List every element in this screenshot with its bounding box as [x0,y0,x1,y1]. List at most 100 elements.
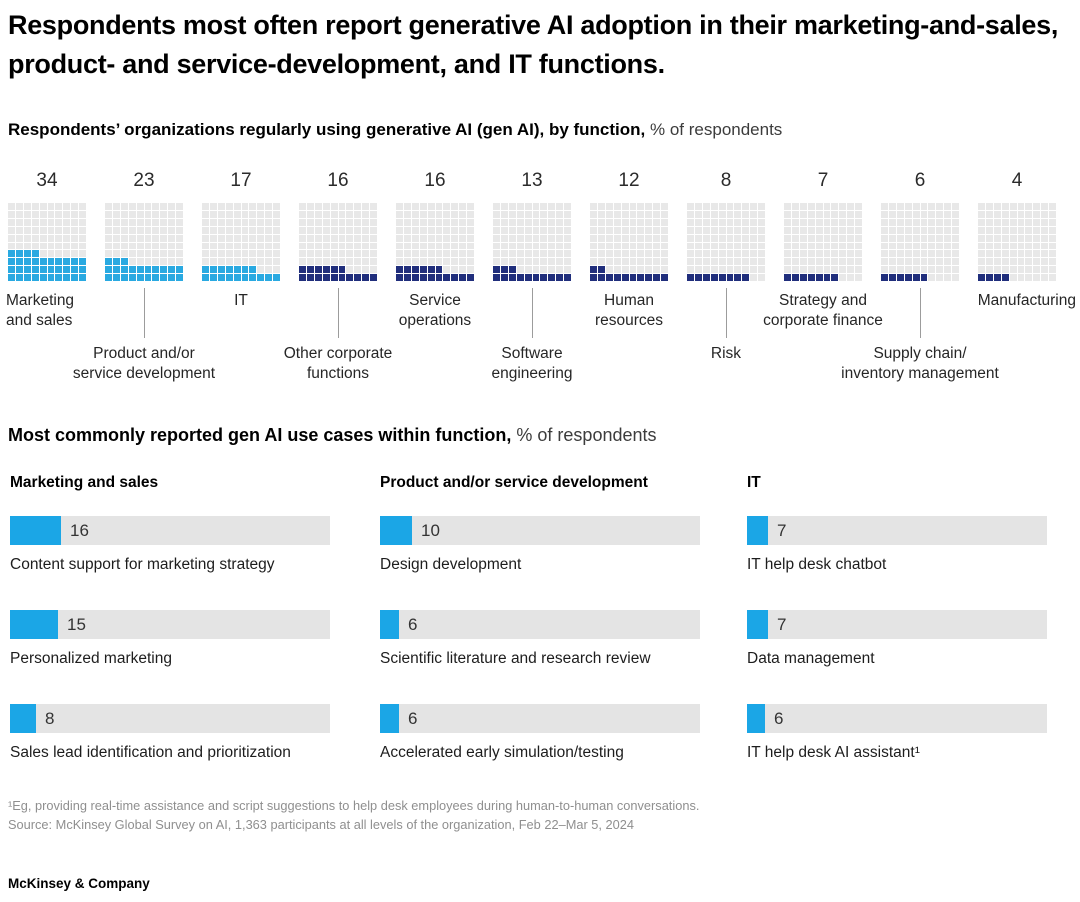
waffle-cell-empty [784,218,791,226]
waffle-cell-empty [710,258,718,266]
waffle-cell-empty [758,226,765,234]
waffle-cell-empty [306,258,314,266]
waffle-cell-empty [346,226,354,234]
waffle-cell-empty [920,258,928,266]
waffle-cell-empty [928,210,936,218]
waffle-cell-empty [694,266,702,274]
waffle-cell-empty [152,242,160,250]
waffle-cell-empty [105,234,112,242]
waffle-cell-empty [944,226,952,234]
waffle-cell-empty [993,234,1001,242]
waffle-cell-empty [362,203,370,210]
waffle-cell-empty [548,203,556,210]
waffle-cell-empty [516,210,524,218]
waffle-cell-empty [993,210,1001,218]
waffle-cell-empty [1049,242,1056,250]
waffle-cell-empty [63,242,71,250]
waffle-cell-empty [202,250,209,258]
waffle-value: 16 [424,170,446,191]
waffle-cell-filled [39,266,47,274]
waffle-cell-empty [1025,266,1033,274]
waffle-grid [396,203,474,281]
waffle-cell-empty [396,218,403,226]
waffle-cell-empty [79,250,86,258]
page-title: Respondents most often report generative… [8,10,1059,80]
waffle-cell-empty [613,258,621,266]
bar-value: 6 [408,615,418,634]
waffle-cell-empty [467,218,474,226]
waffle-cell-empty [105,203,112,210]
waffle-cell-empty [322,242,330,250]
waffle-cell-empty [524,250,532,258]
waffle-cell-empty [160,258,168,266]
waffle-cell-empty [540,203,548,210]
waffle-cell-empty [936,226,944,234]
waffle-cell-empty [71,218,79,226]
waffle-cell-empty [661,266,668,274]
waffle-cell-empty [928,203,936,210]
waffle-cell-filled [265,274,273,281]
waffle-cell-empty [1049,258,1056,266]
waffle-cell-empty [370,234,377,242]
waffle-cell-filled [597,274,605,281]
waffle-cell-empty [459,234,467,242]
waffle-cell-empty [807,234,815,242]
waffle-cell-empty [63,210,71,218]
waffle-cell-empty [912,234,920,242]
waffle-grid [687,203,765,281]
bar-track: 6 [380,610,700,639]
waffle-cell-empty [702,266,710,274]
waffle-cell-empty [265,234,273,242]
waffle-cell-empty [605,218,613,226]
waffle-cell-empty [605,250,613,258]
waffle-cell-empty [427,226,435,234]
waffle-cell-empty [750,242,758,250]
waffle-cell-empty [241,258,249,266]
waffle-cell-empty [249,226,257,234]
waffle-cell-empty [467,250,474,258]
waffle-cell-empty [815,250,823,258]
waffle-cell-empty [1041,258,1049,266]
waffle-cell-empty [362,226,370,234]
waffle-cell-empty [823,234,831,242]
waffle-cell-empty [257,242,265,250]
waffle-cell-empty [451,226,459,234]
waffle-cell-filled [451,274,459,281]
waffle-cell-empty [881,218,888,226]
waffle-cell-empty [411,218,419,226]
waffle-value: 17 [230,170,252,191]
waffle-cell-empty [1001,242,1009,250]
waffle-cell-filled [508,266,516,274]
waffle-cell-empty [556,226,564,234]
waffle-cell-empty [299,226,306,234]
waffle-cell-filled [136,266,144,274]
waffle-cell-empty [1049,218,1056,226]
waffle-cell-empty [47,234,55,242]
waffle-label-line: inventory management [841,365,999,383]
waffle-cell-empty [807,250,815,258]
waffle-cell-empty [920,218,928,226]
waffle-cell-empty [1009,203,1017,210]
waffle-cell-empty [160,234,168,242]
waffle-cell-filled [799,274,807,281]
waffle-cell-empty [881,258,888,266]
waffle-cell-filled [338,266,346,274]
waffle-cell-empty [597,258,605,266]
bar-value: 7 [777,615,787,634]
waffle-cell-empty [63,250,71,258]
waffle-cell-empty [645,234,653,242]
waffle-cell-empty [403,242,411,250]
waffle-cell-filled [500,266,508,274]
waffle-cell-empty [621,258,629,266]
waffle-cell-empty [508,234,516,242]
bar-fill [10,610,58,639]
waffle-cell-empty [912,258,920,266]
waffle-cell-empty [23,218,31,226]
waffle-cell-empty [403,258,411,266]
waffle-cell-empty [613,226,621,234]
waffle-cell-empty [241,250,249,258]
waffle-strategy-and-corporate-finance: 7 [784,170,862,281]
waffle-cell-filled [31,258,39,266]
waffle-cell-empty [590,258,597,266]
bar-value: 7 [777,521,787,540]
